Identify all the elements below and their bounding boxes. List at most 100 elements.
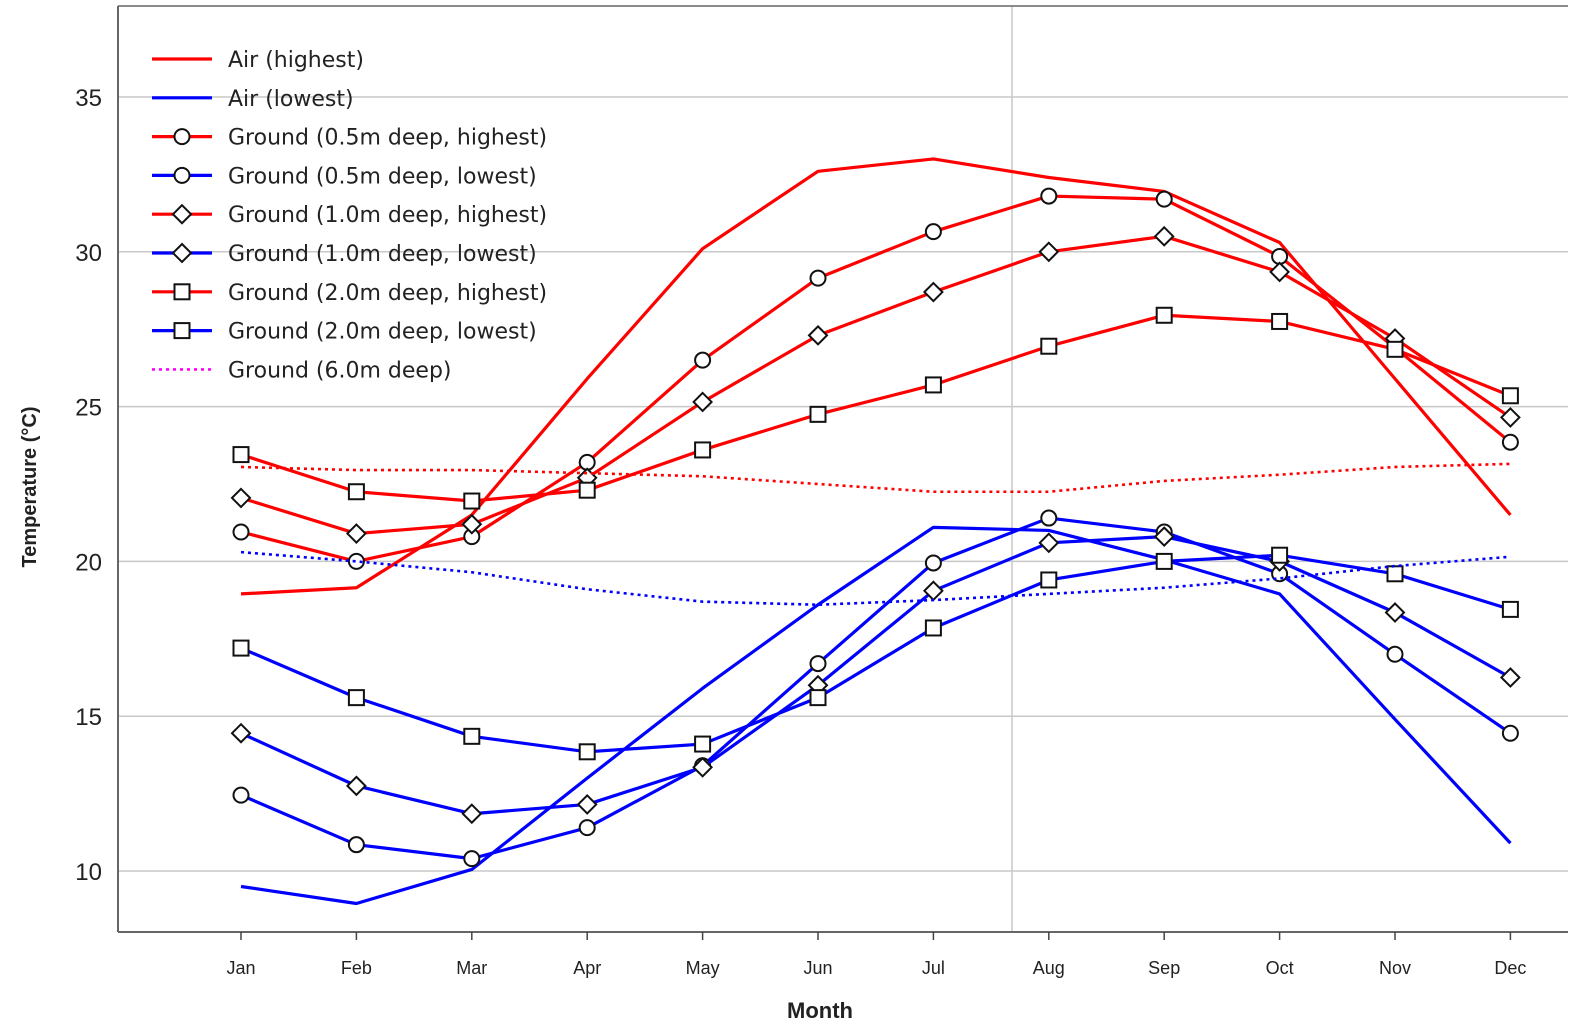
x-tick-label-jun: Jun: [803, 958, 832, 978]
data-point-4-jul: [922, 281, 944, 303]
legend-label-4: Ground (1.0m deep, highest): [228, 203, 547, 228]
legend-label-6: Ground (2.0m deep, highest): [228, 281, 547, 306]
x-tick-label-apr: Apr: [573, 958, 601, 978]
data-point-7-nov: [1386, 565, 1404, 583]
data-point-5-jan: [230, 722, 252, 744]
data-point-5-mar: [461, 803, 483, 825]
data-point-3-feb: [347, 836, 365, 854]
data-point-2-jan: [232, 523, 250, 541]
data-point-3-nov: [1386, 645, 1404, 663]
y-tick-label-15: 15: [75, 704, 102, 731]
data-point-6-aug: [1040, 337, 1058, 355]
legend-label-3: Ground (0.5m deep, lowest): [228, 164, 537, 189]
data-point-5-may: [692, 756, 714, 778]
data-point-7-apr: [578, 743, 596, 761]
series-line-1: [240, 525, 1512, 906]
series-group: [230, 157, 1521, 906]
legend-item-3: Ground (0.5m deep, lowest): [152, 164, 537, 189]
data-point-4-mar: [461, 513, 483, 535]
y-tick-label-30: 30: [75, 240, 102, 267]
series-9: [240, 462, 1511, 494]
data-point-2-sep: [1155, 190, 1173, 208]
data-point-6-jun: [809, 405, 827, 423]
x-tick-label-aug: Aug: [1033, 958, 1065, 978]
x-tick-label-sep: Sep: [1148, 958, 1180, 978]
x-tick-label-jul: Jul: [922, 958, 945, 978]
series-line-2: [240, 194, 1512, 564]
data-point-7-oct: [1271, 546, 1289, 564]
data-point-7-jun: [809, 689, 827, 707]
y-axis-title: Temperature (°C): [19, 407, 41, 568]
data-point-2-jul: [924, 223, 942, 241]
data-point-4-dec: [1499, 407, 1521, 428]
data-point-5-aug: [1038, 532, 1060, 554]
legend-label-5: Ground (1.0m deep, lowest): [228, 242, 537, 267]
series-1: [240, 525, 1512, 906]
data-point-3-apr: [578, 819, 596, 837]
x-tick-label-dec: Dec: [1494, 958, 1526, 978]
x-tick-label-mar: Mar: [456, 958, 487, 978]
data-point-3-jan: [232, 786, 250, 804]
legend-label-2: Ground (0.5m deep, highest): [228, 126, 547, 151]
data-point-7-jan: [232, 639, 250, 657]
x-tick-label-jan: Jan: [226, 958, 255, 978]
data-point-5-sep: [1153, 526, 1175, 548]
x-tick-label-nov: Nov: [1379, 958, 1411, 978]
x-tick-label-may: May: [686, 958, 720, 978]
data-point-6-jul: [924, 376, 942, 394]
series-6: [232, 306, 1519, 510]
data-point-7-feb: [347, 689, 365, 707]
legend: Air (highest) Air (lowest) Ground (0.5m de…: [152, 48, 547, 383]
data-point-5-apr: [576, 794, 598, 815]
data-point-7-may: [694, 735, 712, 753]
data-point-6-apr: [578, 481, 596, 499]
data-point-7-aug: [1040, 571, 1058, 589]
data-point-6-oct: [1271, 312, 1289, 330]
y-tick-label-20: 20: [75, 549, 102, 576]
legend-label-1: Air (lowest): [228, 87, 354, 112]
data-point-6-feb: [347, 483, 365, 501]
series-line-9: [240, 462, 1511, 494]
data-point-2-may: [694, 351, 712, 369]
legend-item-6: Ground (2.0m deep, highest): [152, 281, 547, 306]
legend-label-7: Ground (2.0m deep, lowest): [228, 320, 537, 345]
series-line-5: [240, 535, 1512, 816]
y-tick-label-25: 25: [75, 395, 102, 422]
data-point-2-jun: [809, 269, 827, 287]
series-4: [230, 225, 1521, 544]
data-point-3-jul: [924, 554, 942, 572]
data-point-4-may: [692, 391, 714, 413]
data-point-3-mar: [463, 850, 481, 868]
data-point-2-dec: [1501, 433, 1519, 451]
data-point-6-nov: [1386, 340, 1404, 358]
legend-marker-4: [171, 203, 193, 225]
data-point-7-dec: [1501, 600, 1519, 618]
axes: 10 15 20 25 30 35 Jan Feb Mar Apr May Jun Jul Aug Sep O…: [75, 5, 1568, 978]
legend-marker-6: [173, 283, 191, 301]
legend-item-1: Air (lowest): [152, 87, 354, 112]
x-tick-label-feb: Feb: [341, 958, 372, 978]
series-line-10: [240, 550, 1511, 607]
data-point-6-jan: [232, 446, 250, 464]
legend-item-8: Ground (6.0m deep): [152, 358, 452, 383]
legend-item-5: Ground (1.0m deep, lowest): [152, 242, 537, 267]
data-point-5-nov: [1384, 602, 1406, 623]
data-point-3-dec: [1501, 724, 1519, 742]
legend-marker-7: [173, 322, 191, 340]
data-point-7-mar: [463, 727, 481, 745]
y-tick-label-10: 10: [75, 859, 102, 886]
legend-marker-3: [173, 166, 191, 184]
data-point-6-mar: [463, 492, 481, 510]
y-tick-label-35: 35: [75, 85, 102, 112]
data-point-6-sep: [1155, 306, 1173, 324]
series-line-7: [240, 553, 1511, 754]
data-point-4-jun: [807, 324, 829, 346]
legend-item-0: Air (highest): [152, 48, 364, 73]
data-point-6-may: [694, 441, 712, 459]
series-line-6: [240, 313, 1511, 503]
data-point-3-jun: [809, 655, 827, 673]
legend-item-4: Ground (1.0m deep, highest): [152, 203, 547, 228]
legend-label-8: Ground (6.0m deep): [228, 358, 452, 383]
data-point-4-sep: [1153, 225, 1175, 247]
